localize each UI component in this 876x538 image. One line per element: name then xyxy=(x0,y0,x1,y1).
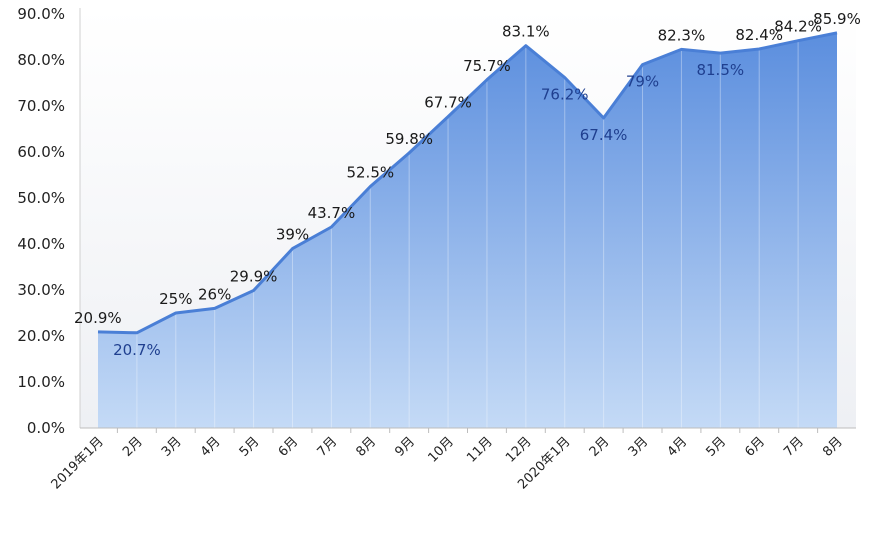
data-label: 85.9% xyxy=(813,10,861,28)
series-line-layer xyxy=(97,31,838,335)
data-label: 26% xyxy=(198,285,231,303)
data-label: 43.7% xyxy=(308,204,356,222)
y-tick-label: 50.0% xyxy=(17,189,65,207)
data-label: 84.2% xyxy=(774,18,822,36)
x-tick-label: 10月 xyxy=(425,434,456,465)
y-tick-label: 40.0% xyxy=(17,235,65,253)
data-label: 75.7% xyxy=(463,57,511,75)
y-tick-label: 0.0% xyxy=(27,419,65,437)
series-line xyxy=(97,31,838,335)
data-label: 82.3% xyxy=(658,26,706,44)
data-labels: 20.9% 20.7% 25% 26%29.9% 39% 43.7% 52.5% 59.8% 6… xyxy=(74,10,861,359)
y-tick-label: 20.0% xyxy=(17,327,65,345)
data-label: 59.8% xyxy=(385,130,433,148)
data-label: 82.4% xyxy=(735,26,783,44)
x-tick-label: 7月 xyxy=(315,434,341,460)
x-tick-label: 2月 xyxy=(120,434,146,460)
x-tick-label: 7月 xyxy=(781,434,807,460)
x-tick-label: 8月 xyxy=(820,434,846,460)
y-tick-label: 60.0% xyxy=(17,143,65,161)
x-tick-label: 4月 xyxy=(198,434,224,460)
x-tick-label: 3月 xyxy=(626,434,652,460)
x-tick-label: 2019年1月 xyxy=(49,434,107,492)
y-tick-label: 10.0% xyxy=(17,373,65,391)
data-label: 67.4% xyxy=(580,126,628,144)
month-dividers xyxy=(136,40,799,428)
x-tick-label: 12月 xyxy=(503,434,534,465)
x-tick-label: 6月 xyxy=(276,434,302,460)
x-tick-label: 9月 xyxy=(392,434,418,460)
data-label: 81.5% xyxy=(696,61,744,79)
series-area xyxy=(98,32,837,429)
data-label: 20.9% xyxy=(74,309,122,327)
x-tick-label: 4月 xyxy=(665,434,691,460)
data-label: 83.1% xyxy=(502,23,550,41)
x-tick-label: 8月 xyxy=(353,434,379,460)
x-tick-label: 11月 xyxy=(464,434,495,465)
data-label: 79% xyxy=(626,73,659,91)
axes xyxy=(79,8,856,433)
data-label: 25% xyxy=(159,290,192,308)
data-label: 52.5% xyxy=(346,164,394,182)
y-tick-label: 80.0% xyxy=(17,51,65,69)
y-tick-label: 70.0% xyxy=(17,97,65,115)
y-tick-label: 30.0% xyxy=(17,281,65,299)
data-label: 29.9% xyxy=(230,268,278,286)
x-tick-label: 2月 xyxy=(587,434,613,460)
data-label: 39% xyxy=(276,226,309,244)
x-tick-label: 5月 xyxy=(703,434,729,460)
y-tick-label: 90.0% xyxy=(17,5,65,23)
x-tick-label: 3月 xyxy=(159,434,185,460)
data-label: 20.7% xyxy=(113,341,161,359)
data-label: 76.2% xyxy=(541,86,589,104)
area-layer xyxy=(98,32,837,429)
x-tick-label: 5月 xyxy=(237,434,263,460)
y-tick-labels: 0.0% 10.0% 20.0% 30.0% 40.0% 50.0% 60.0% 70.0% 8… xyxy=(17,5,65,437)
x-tick-label: 6月 xyxy=(742,434,768,460)
data-label: 67.7% xyxy=(424,94,472,112)
